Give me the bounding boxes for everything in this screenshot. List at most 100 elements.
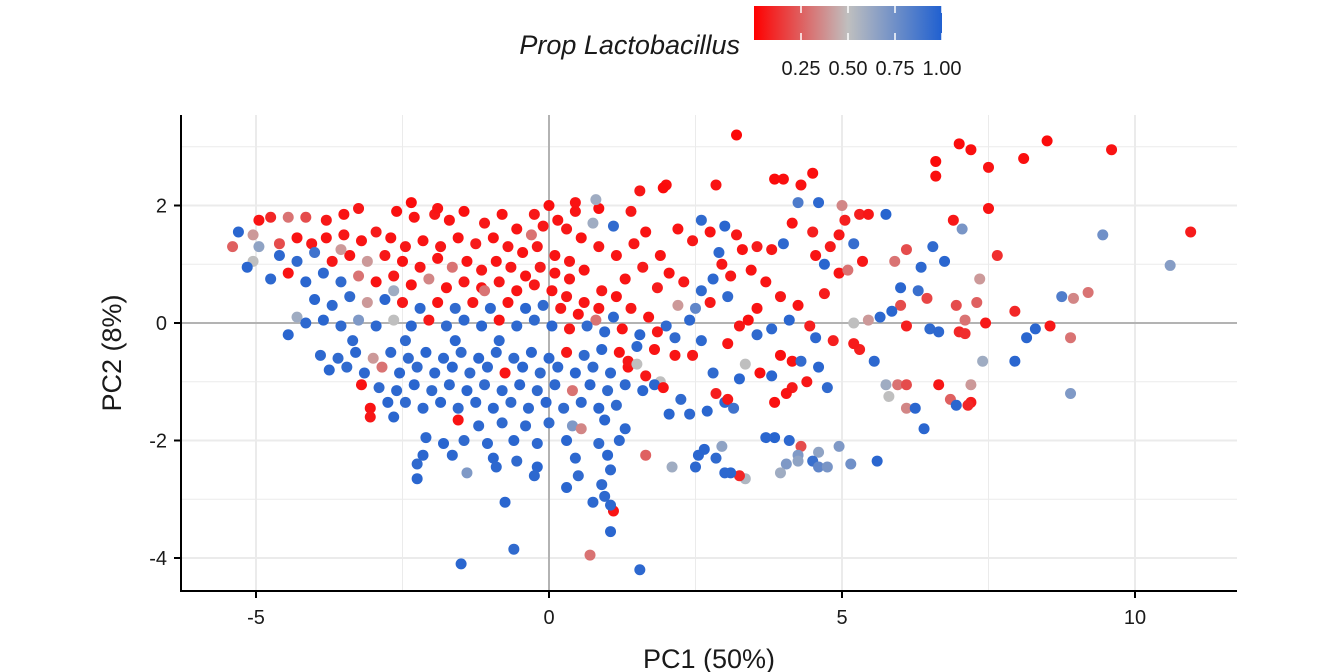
scatter-point <box>596 479 608 491</box>
scatter-point <box>684 314 696 326</box>
scatter-point <box>338 229 350 241</box>
scatter-point <box>991 249 1003 261</box>
scatter-point <box>701 405 713 417</box>
scatter-point <box>481 437 493 449</box>
scatter-point <box>511 285 523 297</box>
scatter-point <box>742 314 754 326</box>
scatter-point <box>291 232 303 244</box>
scatter-point <box>402 352 414 364</box>
scatter-point <box>1065 332 1077 344</box>
scatter-point <box>769 432 781 444</box>
scatter-point <box>1106 144 1118 156</box>
scatter-point <box>848 238 860 250</box>
scatter-point <box>713 247 725 258</box>
scatter-point <box>868 355 880 367</box>
scatter-point <box>411 361 423 373</box>
scatter-point <box>502 241 514 253</box>
scatter-point <box>810 249 822 261</box>
scatter-point <box>370 226 382 238</box>
scatter-point <box>505 261 517 273</box>
scatter-point <box>543 200 555 211</box>
scatter-point <box>710 179 722 191</box>
scatter-point <box>282 329 294 341</box>
scatter-point <box>640 370 652 382</box>
scatter-point <box>581 320 593 332</box>
scatter-point <box>722 393 734 405</box>
scatter-point <box>695 335 707 347</box>
scatter-point <box>461 385 473 397</box>
scatter-point <box>824 241 836 253</box>
scatter-point <box>605 526 617 538</box>
scatter-point <box>818 258 830 270</box>
scatter-point <box>247 229 259 241</box>
scatter-point <box>669 349 681 361</box>
scatter-point <box>379 294 391 305</box>
scatter-point <box>854 208 866 220</box>
scatter-point <box>862 314 874 326</box>
scatter-point <box>766 323 778 335</box>
scatter-point <box>394 367 406 379</box>
scatter-point <box>391 205 403 217</box>
scatter-point <box>438 437 450 449</box>
scatter-point <box>1018 153 1030 164</box>
scatter-point <box>915 261 927 273</box>
scatter-point <box>704 296 716 308</box>
scatter-point <box>900 244 912 256</box>
scatter-point <box>813 446 825 458</box>
scatter-point <box>977 355 989 367</box>
scatter-point <box>953 138 965 150</box>
scatter-point <box>663 408 675 420</box>
scatter-point <box>640 449 652 461</box>
scatter-point <box>461 255 473 267</box>
scatter-point <box>490 255 502 267</box>
scatter-point <box>528 208 540 220</box>
scatter-point <box>534 261 546 273</box>
scatter-point <box>739 358 751 370</box>
scatter-point <box>912 285 924 297</box>
scatter-point <box>564 273 576 285</box>
scatter-point <box>687 235 699 247</box>
scatter-point <box>347 335 359 347</box>
scatter-point <box>332 352 344 364</box>
scatter-point <box>874 311 886 323</box>
scatter-point <box>1065 388 1077 399</box>
scatter-point <box>561 223 573 235</box>
scatter-point <box>499 367 511 379</box>
scatter-point <box>707 273 719 285</box>
scatter-point <box>584 549 596 561</box>
scatter-point <box>695 285 707 297</box>
x-tick-label: -5 <box>247 607 265 629</box>
scatter-point <box>432 252 444 264</box>
scatter-point <box>663 267 675 279</box>
scatter-point <box>344 249 356 261</box>
scatter-point <box>496 208 508 220</box>
scatter-point <box>476 264 488 276</box>
scatter-point <box>273 249 285 261</box>
scatter-point <box>833 267 845 279</box>
scatter-point <box>1067 292 1079 304</box>
scatter-point <box>716 258 728 270</box>
scatter-point <box>414 302 426 314</box>
scatter-point <box>300 211 312 223</box>
scatter-point <box>704 226 716 238</box>
scatter-point <box>528 279 540 291</box>
scatter-point <box>452 414 464 426</box>
scatter-point <box>643 311 655 323</box>
scatter-point <box>692 449 704 461</box>
scatter-point <box>520 302 532 314</box>
scatter-point <box>857 255 869 267</box>
scatter-point <box>862 208 874 220</box>
scatter-point <box>710 452 722 464</box>
scatter-point <box>338 208 350 220</box>
scatter-point <box>974 273 986 285</box>
scatter-point <box>695 214 707 226</box>
scatter-point <box>300 276 312 288</box>
scatter-point <box>578 349 590 361</box>
scatter-point <box>1009 305 1021 317</box>
scatter-point <box>628 238 640 250</box>
scatter-point <box>561 346 573 358</box>
scatter-point <box>361 296 373 308</box>
scatter-point <box>930 155 942 167</box>
scatter-point <box>320 214 332 226</box>
scatter-point <box>531 437 543 449</box>
